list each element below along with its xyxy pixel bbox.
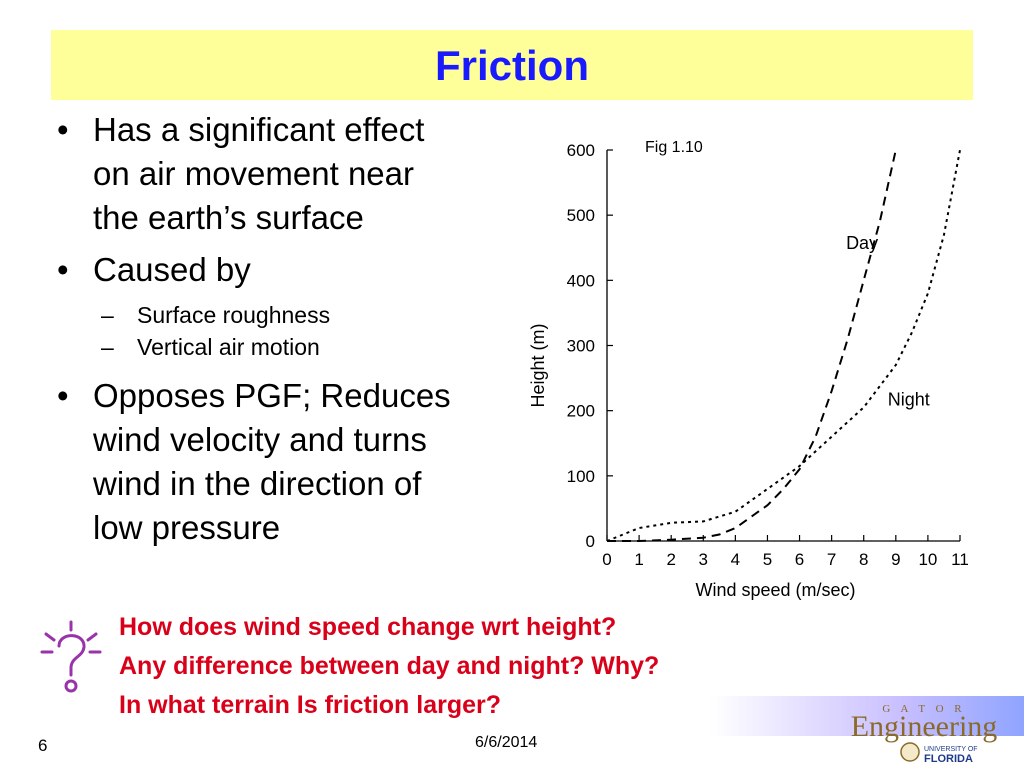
logo-band bbox=[710, 696, 1024, 736]
svg-text:FLORIDA: FLORIDA bbox=[924, 753, 973, 764]
x-tick-label: 7 bbox=[827, 550, 836, 569]
x-tick-label: 9 bbox=[891, 550, 900, 569]
bullet-glyph: • bbox=[57, 111, 69, 148]
discussion-questions: How does wind speed change wrt height? A… bbox=[119, 608, 659, 725]
y-tick-label: 500 bbox=[567, 206, 595, 225]
sub-bullet-item: – Surface roughness bbox=[57, 298, 537, 332]
series-label-night: Night bbox=[888, 389, 930, 409]
dash-glyph: – bbox=[101, 334, 114, 360]
x-tick-label: 4 bbox=[731, 550, 740, 569]
y-tick-label: 0 bbox=[586, 532, 595, 551]
y-tick-label: 300 bbox=[567, 337, 595, 356]
x-tick-label: 5 bbox=[763, 550, 772, 569]
bullet-line: on air movement near bbox=[93, 155, 414, 192]
question-line: Any difference between day and night? Wh… bbox=[119, 652, 660, 680]
question-line: How does wind speed change wrt height? bbox=[119, 613, 617, 641]
dash-glyph: – bbox=[101, 302, 114, 328]
wind-profile-chart: 0 100 200 300 400 500 600 0 1 2 3 4 5 6 7 8 9 10 11 Wind sp… bbox=[528, 139, 969, 600]
y-tick-label: 400 bbox=[567, 271, 595, 290]
bullet-line: the earth’s surface bbox=[93, 199, 364, 236]
bullet-glyph: • bbox=[57, 377, 69, 414]
series-line-night bbox=[606, 149, 961, 542]
x-tick-label: 10 bbox=[918, 550, 937, 569]
series-label-day: Day bbox=[846, 233, 878, 253]
y-tick-label: 100 bbox=[567, 467, 595, 486]
bullet-line: Caused by bbox=[93, 251, 251, 288]
svg-text:G A T O R: G A T O R bbox=[882, 703, 965, 715]
bullet-line: low pressure bbox=[93, 509, 281, 546]
y-tick-label: 600 bbox=[567, 141, 595, 160]
x-tick-label: 3 bbox=[699, 550, 708, 569]
slide-number: 6 bbox=[38, 736, 48, 755]
bullet-line: Opposes PGF; Reduces bbox=[93, 377, 451, 414]
bullet-line: wind in the direction of bbox=[93, 465, 422, 502]
bullet-item: • Has a significant effect on air moveme… bbox=[57, 108, 537, 240]
x-tick-label: 0 bbox=[602, 550, 611, 569]
bullet-item: • Caused by bbox=[57, 248, 537, 292]
bullet-line: Has a significant effect bbox=[93, 111, 425, 148]
x-tick-label: 1 bbox=[634, 550, 643, 569]
sub-bullet-line: Surface roughness bbox=[137, 302, 331, 328]
x-axis-label: Wind speed (m/sec) bbox=[695, 580, 855, 600]
x-tick-label: 6 bbox=[795, 550, 804, 569]
slide-title: Friction bbox=[435, 42, 589, 89]
y-tick-label: 200 bbox=[567, 402, 595, 421]
series-line-day bbox=[607, 149, 897, 542]
sub-bullet-item: – Vertical air motion bbox=[57, 330, 537, 364]
question-mark-icon bbox=[40, 620, 102, 693]
y-axis-label: Height (m) bbox=[528, 323, 548, 407]
bullet-line: wind velocity and turns bbox=[93, 421, 427, 458]
figure-caption: Fig 1.10 bbox=[645, 139, 703, 156]
x-tick-label: 2 bbox=[666, 550, 675, 569]
sub-bullet-line: Vertical air motion bbox=[137, 334, 320, 360]
bullet-glyph: • bbox=[57, 251, 69, 288]
slide-date: 6/6/2014 bbox=[475, 734, 538, 751]
gator-engineering-logo: G A T O R Engineering UNIVERSITY OF FLOR… bbox=[851, 703, 998, 764]
svg-text:Engineering: Engineering bbox=[851, 710, 998, 743]
title-bar: Friction bbox=[51, 30, 973, 100]
bullet-item: • Opposes PGF; Reduces wind velocity and… bbox=[57, 374, 537, 550]
question-line: In what terrain Is friction larger? bbox=[119, 691, 502, 719]
bullet-list: • Has a significant effect on air moveme… bbox=[57, 108, 537, 558]
x-tick-label: 8 bbox=[859, 550, 868, 569]
svg-text:UNIVERSITY OF: UNIVERSITY OF bbox=[924, 746, 978, 753]
x-tick-label: 11 bbox=[951, 550, 969, 569]
